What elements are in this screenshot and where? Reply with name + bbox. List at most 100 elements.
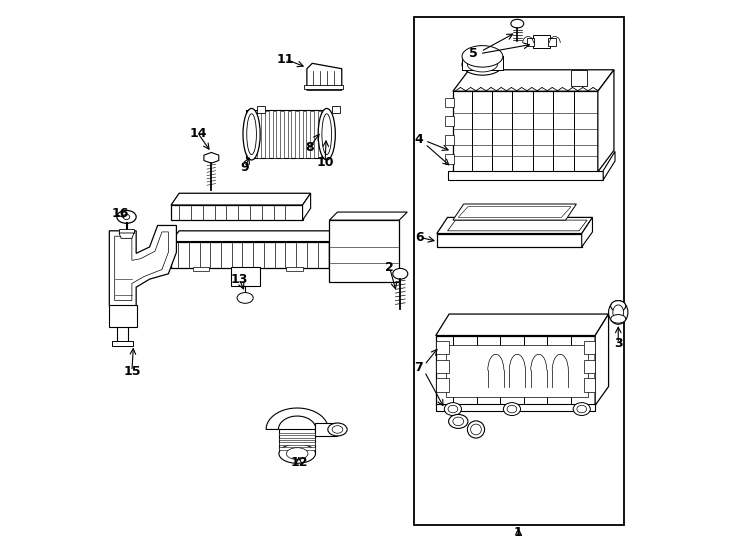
Polygon shape <box>584 341 595 354</box>
Polygon shape <box>233 267 249 271</box>
Ellipse shape <box>322 114 332 154</box>
Text: 15: 15 <box>123 365 141 378</box>
Polygon shape <box>280 433 315 435</box>
Polygon shape <box>597 70 614 172</box>
Ellipse shape <box>286 448 308 460</box>
Text: 3: 3 <box>614 337 622 350</box>
Polygon shape <box>437 233 582 247</box>
Ellipse shape <box>318 109 335 160</box>
Ellipse shape <box>611 315 626 323</box>
Polygon shape <box>571 70 587 86</box>
Ellipse shape <box>453 417 464 426</box>
Ellipse shape <box>328 423 347 436</box>
Text: 7: 7 <box>414 361 423 374</box>
Polygon shape <box>316 423 338 436</box>
Polygon shape <box>171 241 330 268</box>
Polygon shape <box>265 111 269 158</box>
Polygon shape <box>119 233 134 238</box>
Ellipse shape <box>123 214 130 220</box>
Polygon shape <box>436 314 608 335</box>
Polygon shape <box>453 204 576 220</box>
Polygon shape <box>302 193 310 220</box>
Ellipse shape <box>237 293 253 303</box>
Polygon shape <box>280 442 315 445</box>
Polygon shape <box>330 231 338 268</box>
Polygon shape <box>436 335 595 406</box>
Text: 9: 9 <box>240 161 249 174</box>
Polygon shape <box>584 360 595 373</box>
Ellipse shape <box>444 403 462 415</box>
Polygon shape <box>266 408 328 429</box>
Text: 6: 6 <box>415 231 424 244</box>
Polygon shape <box>295 111 299 158</box>
Ellipse shape <box>468 421 484 438</box>
Polygon shape <box>414 17 624 525</box>
Polygon shape <box>445 117 454 126</box>
Text: 12: 12 <box>290 456 308 469</box>
Polygon shape <box>595 314 608 406</box>
Polygon shape <box>330 220 399 282</box>
Ellipse shape <box>448 406 458 413</box>
Polygon shape <box>171 231 338 241</box>
Polygon shape <box>318 111 321 158</box>
Polygon shape <box>310 111 314 158</box>
Polygon shape <box>280 447 315 450</box>
Polygon shape <box>304 85 344 89</box>
Polygon shape <box>307 63 342 90</box>
Polygon shape <box>246 110 330 158</box>
Ellipse shape <box>279 444 316 463</box>
Ellipse shape <box>573 403 590 415</box>
Polygon shape <box>279 429 316 454</box>
Ellipse shape <box>611 301 626 312</box>
Text: 11: 11 <box>277 52 294 65</box>
Ellipse shape <box>117 211 137 224</box>
Polygon shape <box>448 220 587 231</box>
Polygon shape <box>453 70 614 91</box>
Polygon shape <box>527 38 534 46</box>
Polygon shape <box>436 341 448 354</box>
Polygon shape <box>437 218 592 233</box>
Ellipse shape <box>511 19 524 28</box>
Polygon shape <box>258 111 261 158</box>
Ellipse shape <box>247 114 256 154</box>
Ellipse shape <box>608 301 628 324</box>
Polygon shape <box>109 305 137 327</box>
Polygon shape <box>115 232 168 301</box>
Polygon shape <box>257 106 265 113</box>
Ellipse shape <box>504 403 520 415</box>
Polygon shape <box>250 111 254 158</box>
Polygon shape <box>603 151 615 180</box>
Ellipse shape <box>507 406 517 413</box>
Polygon shape <box>446 345 588 397</box>
Ellipse shape <box>448 414 468 428</box>
Polygon shape <box>302 111 306 158</box>
Ellipse shape <box>243 109 260 160</box>
Polygon shape <box>436 379 448 392</box>
Text: 2: 2 <box>385 261 394 274</box>
Polygon shape <box>448 171 603 180</box>
Ellipse shape <box>462 46 503 67</box>
Ellipse shape <box>393 268 408 279</box>
Polygon shape <box>286 267 302 271</box>
Polygon shape <box>109 226 176 306</box>
Polygon shape <box>119 229 134 233</box>
Ellipse shape <box>462 53 503 75</box>
Text: 1: 1 <box>514 526 523 539</box>
Ellipse shape <box>577 406 586 413</box>
Polygon shape <box>231 267 260 286</box>
Polygon shape <box>548 38 556 46</box>
Ellipse shape <box>468 57 498 72</box>
Text: 4: 4 <box>414 133 423 146</box>
Ellipse shape <box>332 426 343 433</box>
Text: 8: 8 <box>305 141 314 154</box>
Polygon shape <box>445 136 454 145</box>
Polygon shape <box>330 212 407 220</box>
Polygon shape <box>192 267 208 271</box>
Polygon shape <box>112 341 134 346</box>
Polygon shape <box>171 205 302 220</box>
Polygon shape <box>445 154 454 164</box>
Polygon shape <box>445 98 454 107</box>
Text: 5: 5 <box>469 47 478 60</box>
Polygon shape <box>458 207 571 218</box>
Text: 14: 14 <box>189 127 207 140</box>
